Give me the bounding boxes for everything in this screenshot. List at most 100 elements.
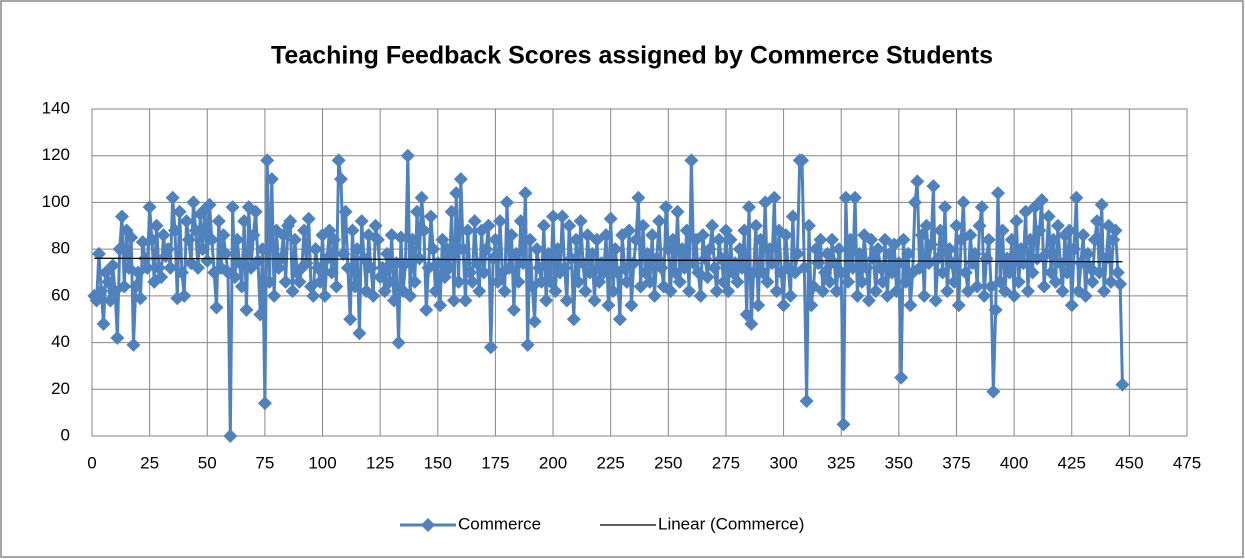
point <box>564 251 579 266</box>
chart-title: Teaching Feedback Scores assigned by Com… <box>271 42 993 70</box>
point <box>486 251 501 266</box>
point <box>257 396 272 411</box>
point <box>979 251 994 266</box>
point <box>1060 265 1075 280</box>
point <box>557 260 572 275</box>
point <box>548 284 563 299</box>
point <box>200 253 215 268</box>
point <box>237 214 252 229</box>
x-tick-label: 475 <box>1173 453 1201 472</box>
point <box>785 209 800 224</box>
point <box>824 232 839 247</box>
point <box>248 204 263 219</box>
point <box>497 284 512 299</box>
point <box>1004 232 1019 247</box>
point <box>370 232 385 247</box>
point <box>730 274 745 289</box>
point <box>707 260 722 275</box>
point <box>981 232 996 247</box>
point <box>336 246 351 261</box>
point <box>937 200 952 215</box>
point <box>587 293 602 308</box>
point <box>1009 214 1024 229</box>
point <box>426 242 441 257</box>
point <box>230 232 245 247</box>
y-tick-label: 40 <box>51 332 70 351</box>
point <box>1094 197 1109 212</box>
point <box>209 300 224 315</box>
point <box>223 429 238 443</box>
x-tick-label: 350 <box>885 453 913 472</box>
point <box>520 337 535 352</box>
point <box>128 279 143 294</box>
point <box>712 232 727 247</box>
point <box>250 253 265 268</box>
point <box>204 232 219 247</box>
point <box>227 270 242 285</box>
point <box>822 274 837 289</box>
point <box>539 293 554 308</box>
x-tick-label: 275 <box>712 453 740 472</box>
point <box>670 204 685 219</box>
point <box>744 316 759 331</box>
point <box>105 258 120 273</box>
point <box>375 260 390 275</box>
point <box>829 284 844 299</box>
point <box>578 284 593 299</box>
point <box>871 242 886 257</box>
y-tick-label: 140 <box>42 98 70 117</box>
point <box>400 148 415 163</box>
point <box>536 218 551 233</box>
point <box>225 200 240 215</box>
point <box>852 246 867 261</box>
point <box>262 274 277 289</box>
point <box>110 330 125 345</box>
point <box>1069 190 1084 205</box>
point <box>161 242 176 257</box>
point <box>965 256 980 271</box>
point <box>306 288 321 303</box>
point <box>624 298 639 313</box>
x-tick-label: 425 <box>1058 453 1086 472</box>
point <box>534 274 549 289</box>
x-tick-label: 250 <box>654 453 682 472</box>
point <box>917 288 932 303</box>
point <box>977 288 992 303</box>
point <box>1020 284 1035 299</box>
point <box>562 218 577 233</box>
point <box>848 190 863 205</box>
point <box>1041 209 1056 224</box>
point <box>509 246 524 261</box>
point <box>654 260 669 275</box>
point <box>456 242 471 257</box>
point <box>1110 265 1125 280</box>
point <box>635 218 650 233</box>
x-tick-label: 150 <box>424 453 452 472</box>
point <box>972 218 987 233</box>
point <box>1113 277 1128 292</box>
point <box>1023 232 1038 247</box>
point <box>940 284 955 299</box>
point <box>647 288 662 303</box>
x-tick-label: 200 <box>539 453 567 472</box>
point <box>1014 242 1029 257</box>
point <box>1007 288 1022 303</box>
point <box>605 284 620 299</box>
point <box>769 284 784 299</box>
point <box>988 302 1003 317</box>
point <box>603 211 618 226</box>
point <box>1037 279 1052 294</box>
point <box>679 223 694 238</box>
point <box>928 293 943 308</box>
point <box>684 153 699 168</box>
point <box>163 260 178 275</box>
point <box>1000 251 1015 266</box>
point <box>345 223 360 238</box>
point <box>1034 193 1049 208</box>
point <box>101 274 116 289</box>
point <box>942 242 957 257</box>
point <box>619 274 634 289</box>
point <box>428 284 443 299</box>
